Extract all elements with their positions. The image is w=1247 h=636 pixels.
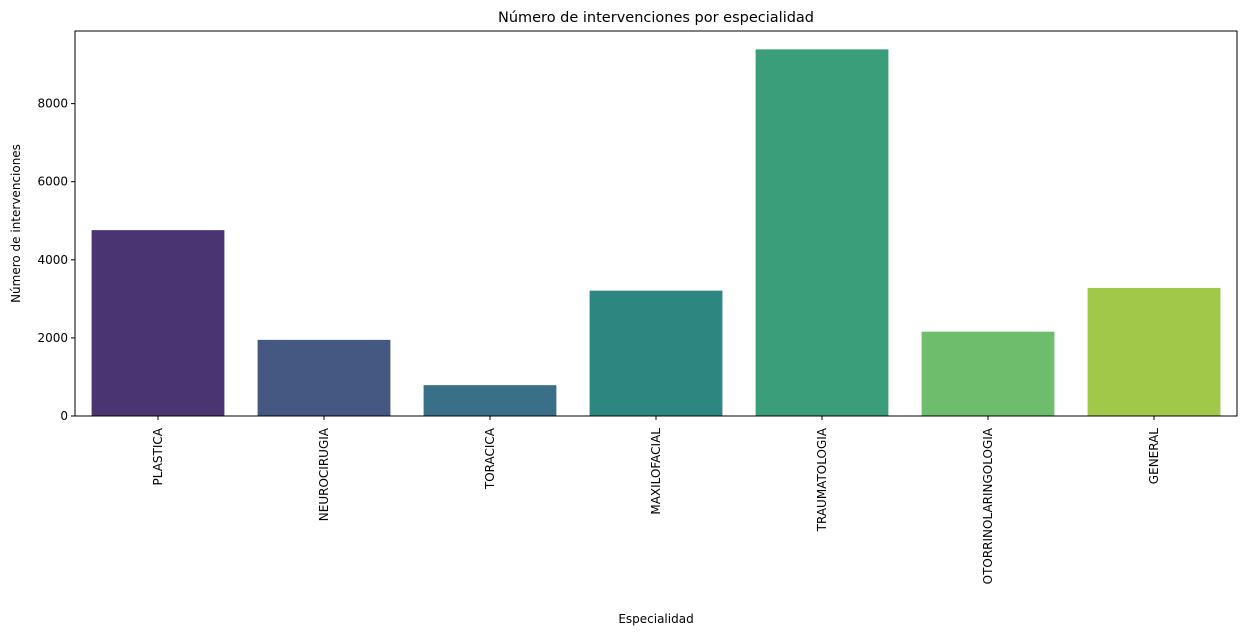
bar-plastica (91, 230, 225, 416)
y-tick-label: 8000 (37, 97, 68, 111)
bar-neurocirugia (257, 339, 391, 416)
x-axis-ticks: PLASTICA NEUROCIRUGIA TORACICA MAXILOFACIAL… (151, 416, 1161, 584)
y-tick-label: 4000 (37, 253, 68, 267)
bars-group (91, 49, 1221, 416)
x-tick-label: MAXILOFACIAL (649, 428, 663, 515)
bar-maxilofacial (589, 290, 723, 416)
y-axis-ticks: 0 2000 4000 6000 8000 (37, 97, 75, 423)
bar-traumatologia (755, 49, 889, 416)
x-tick-label: OTORRINOLARINGOLOGIA (981, 427, 995, 584)
x-axis-label: Especialidad (618, 612, 693, 626)
x-tick-label: NEUROCIRUGIA (317, 427, 331, 521)
y-tick-label: 0 (60, 409, 68, 423)
bar-toracica (423, 385, 557, 416)
chart-title: Número de intervenciones por especialida… (498, 10, 814, 26)
y-tick-label: 6000 (37, 175, 68, 189)
x-tick-label: TORACICA (483, 427, 497, 490)
bar-otorrinolaringologia (921, 331, 1055, 416)
bar-general (1087, 287, 1221, 416)
x-tick-label: GENERAL (1147, 428, 1161, 485)
x-tick-label: PLASTICA (151, 427, 165, 485)
y-tick-label: 2000 (37, 331, 68, 345)
y-axis-label: Número de intervenciones (9, 144, 23, 303)
x-tick-label: TRAUMATOLOGIA (815, 427, 829, 532)
